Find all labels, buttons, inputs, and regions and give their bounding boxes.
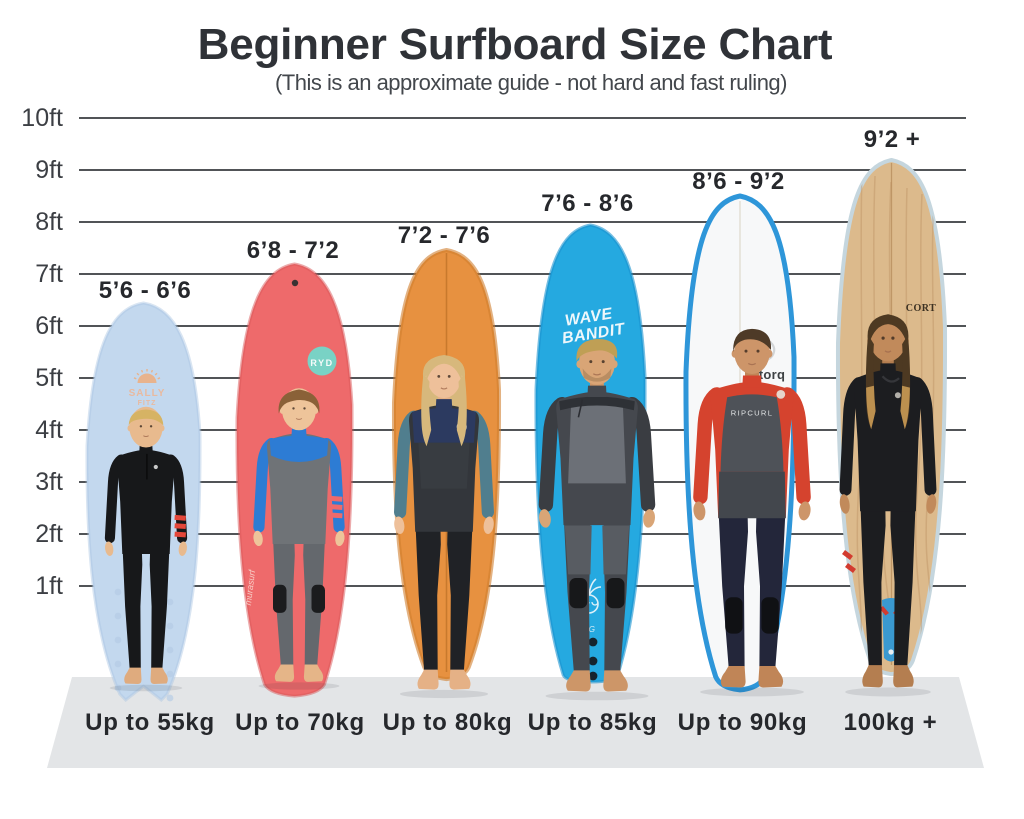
svg-text:SALLY: SALLY	[129, 388, 166, 399]
svg-text:CORT: CORT	[906, 303, 937, 314]
svg-text:FITZ: FITZ	[138, 400, 157, 407]
svg-text:torq: torq	[759, 367, 785, 382]
svg-text:RYD: RYD	[310, 358, 333, 368]
svg-text:murasurf: murasurf	[243, 568, 257, 606]
svg-text:RIPCURL: RIPCURL	[731, 409, 773, 418]
